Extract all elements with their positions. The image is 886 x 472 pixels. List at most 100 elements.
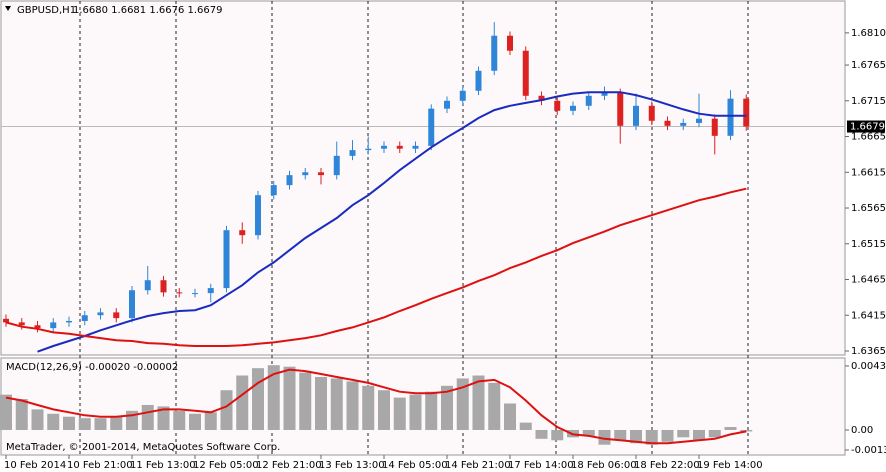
- macd-bar: [677, 429, 690, 438]
- macd-bar: [724, 427, 737, 430]
- candle-body: [144, 280, 151, 291]
- candle-body: [743, 98, 750, 127]
- y-tick-label: 0.00435: [851, 361, 886, 372]
- candle-body: [601, 92, 608, 96]
- last-price-box: [847, 120, 885, 133]
- macd-bar: [330, 378, 343, 430]
- y-tick-label: 1.6465: [851, 275, 886, 286]
- x-tick-label: 10 Feb 2014: [4, 460, 66, 471]
- candle-body: [570, 105, 576, 111]
- y-tick-label: 1.6765: [851, 60, 886, 71]
- signal-line: [5, 368, 747, 445]
- macd-bar: [141, 404, 154, 430]
- candle-body: [444, 100, 450, 109]
- candle-body: [585, 95, 592, 106]
- x-tick-label: 17 Feb 14:00: [508, 460, 574, 471]
- candle-body: [270, 185, 277, 196]
- candle-body: [711, 118, 718, 136]
- y-tick-label: 1.6515: [851, 239, 886, 250]
- candle-body: [475, 70, 482, 91]
- macd-bar: [504, 403, 516, 430]
- candle-body: [129, 290, 135, 319]
- candle-body: [365, 148, 372, 151]
- candle-body: [727, 98, 734, 136]
- candle-body: [255, 195, 261, 236]
- macd-bar: [362, 385, 375, 430]
- candle-body: [664, 120, 671, 126]
- candle-body: [507, 35, 513, 51]
- macd-bar: [63, 416, 75, 430]
- y-tick-label: 1.6810: [851, 28, 886, 39]
- candle-body: [176, 292, 183, 294]
- macd-bar: [173, 410, 186, 430]
- candle-body: [81, 315, 88, 321]
- macd-bar: [630, 429, 642, 444]
- macd-bar: [740, 429, 753, 432]
- y-tick-label: 1.6365: [851, 346, 886, 357]
- macd-bar: [598, 429, 611, 445]
- candle-body: [223, 230, 230, 289]
- x-tick-label: 18 Feb 06:00: [571, 460, 637, 471]
- candle-body: [207, 288, 214, 294]
- macd-bar: [78, 418, 91, 430]
- macd-bar: [488, 382, 501, 430]
- macd-bar: [94, 418, 107, 430]
- macd-bar: [31, 409, 44, 430]
- candle-body: [428, 108, 435, 146]
- x-tick-label: 14 Feb 05:00: [382, 460, 448, 471]
- candle-body: [318, 172, 324, 176]
- macd-title: MACD(12,26,9) -0.00020 -0.00002: [6, 362, 178, 373]
- candle-body: [459, 90, 466, 101]
- candle-body: [633, 105, 639, 126]
- candle-body: [522, 50, 529, 96]
- x-tick-label: 18 Feb 22:00: [634, 460, 700, 471]
- y-tick-label: 1.6665: [851, 132, 886, 143]
- macd-bar: [346, 381, 359, 430]
- footer: MetaTrader, © 2001-2014, MetaQuotes Soft…: [6, 442, 280, 453]
- macd-bar: [252, 368, 264, 430]
- candle-body: [333, 155, 340, 176]
- x-tick-label: 12 Feb 21:00: [256, 460, 322, 471]
- menu-triangle: [5, 6, 11, 11]
- x-tick-label: 19 Feb 14:00: [697, 460, 763, 471]
- candle-body: [239, 230, 246, 236]
- macd-bar: [315, 376, 327, 430]
- candle-body: [396, 145, 403, 149]
- macd-bar: [110, 416, 123, 430]
- macd-bar: [409, 394, 422, 430]
- candle-body: [491, 35, 498, 71]
- candle-body: [18, 322, 25, 326]
- x-tick-label: 12 Feb 05:00: [193, 460, 259, 471]
- macd-bar: [267, 365, 280, 430]
- candle-body: [192, 293, 198, 295]
- macd-bar: [441, 385, 453, 430]
- candle-body: [381, 145, 387, 149]
- candle-body: [302, 172, 309, 176]
- x-tick-label: 14 Feb 21:00: [445, 460, 511, 471]
- x-tick-label: 11 Feb 13:00: [130, 460, 196, 471]
- candle-body: [3, 318, 9, 323]
- candle-body: [97, 312, 104, 316]
- macd-bar: [551, 429, 564, 441]
- y-tick-label: 0.00: [851, 425, 873, 436]
- candle-body: [160, 280, 167, 293]
- candle-body: [696, 118, 702, 123]
- y-tick-label: 1.6415: [851, 310, 886, 321]
- macd-bar: [378, 390, 390, 430]
- y-tick-label: 1.6565: [851, 203, 886, 214]
- macd-bar: [157, 406, 170, 430]
- macd-bar: [582, 429, 595, 436]
- moving-average: [5, 187, 747, 347]
- macd-bar: [535, 429, 548, 439]
- macd-bar: [425, 391, 438, 430]
- x-tick-label: 10 Feb 21:00: [67, 460, 133, 471]
- macd-bar: [393, 397, 406, 430]
- y-tick-label: -0.00136: [851, 445, 886, 456]
- macd-bar: [299, 372, 312, 430]
- x-tick-label: 13 Feb 13:00: [319, 460, 385, 471]
- macd-bar: [220, 390, 233, 430]
- main-pane: [0, 0, 846, 356]
- macd-bar: [456, 378, 469, 430]
